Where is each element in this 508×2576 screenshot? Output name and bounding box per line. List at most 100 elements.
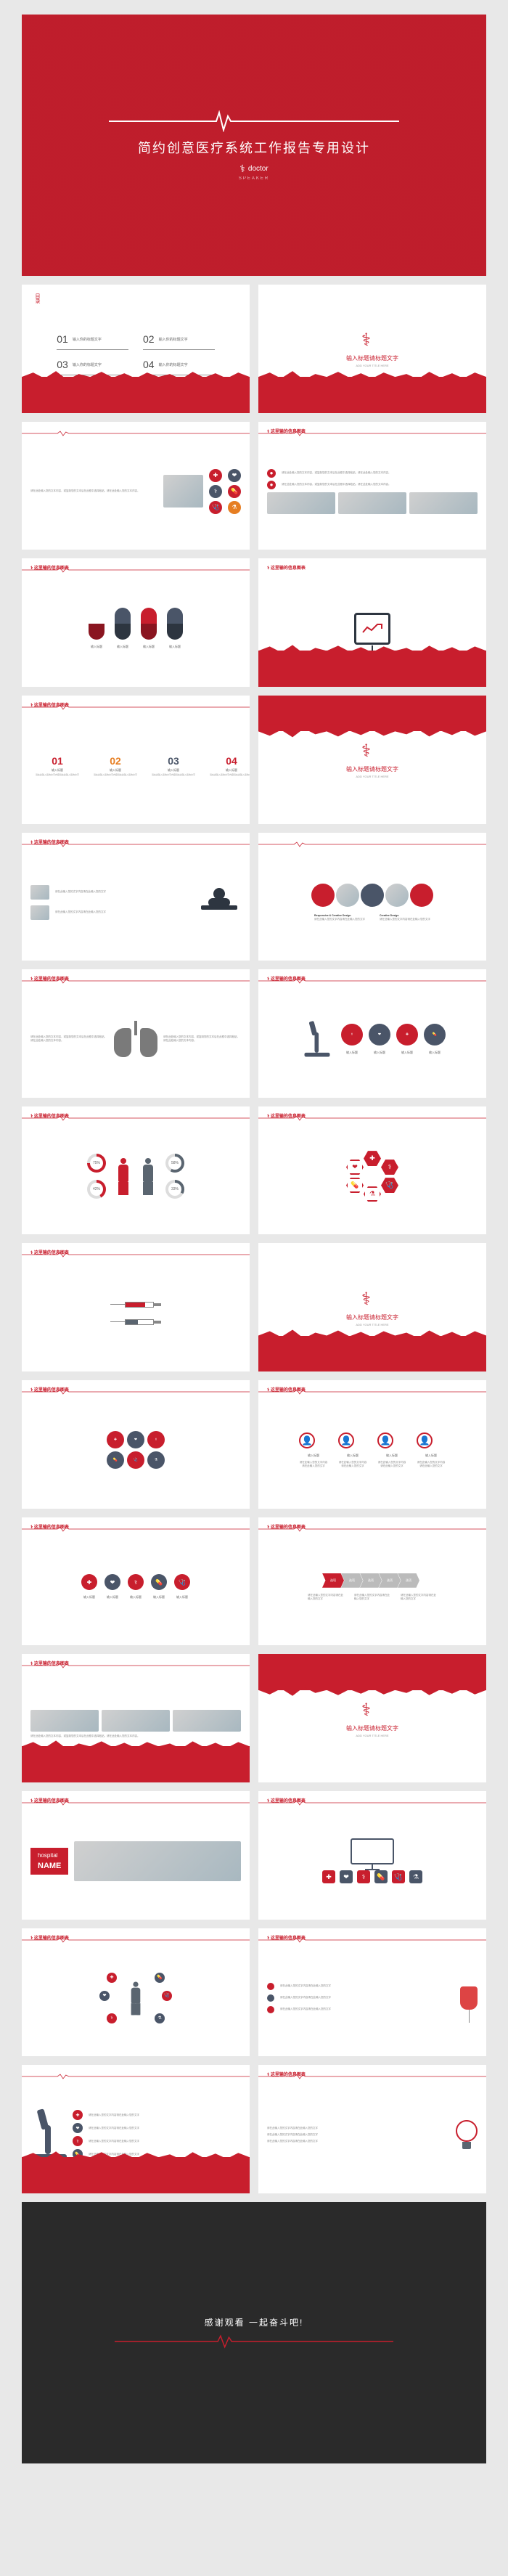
photo [409,492,478,514]
dot-icon: ⚗ [155,2013,165,2023]
presentation-icon [354,613,390,645]
body-icon [141,1158,155,1194]
donut-chart [165,1180,184,1199]
hex-icon: ⚕ [381,1159,398,1175]
section-title: 输入标题请标题文字 [346,1724,398,1732]
circle-photo [385,884,409,907]
gear-icon: 💊 [151,1574,167,1590]
ekg-strip [22,704,250,710]
slide-capsules: 这里输的信息图表 输入标题 输入标题 输入标题 输入标题 [22,558,250,687]
section-title: 输入标题请标题文字 [346,1313,398,1321]
num-col: 04输入标题请在此输入您的文字内容请在此输入您的文字 [205,755,250,776]
text-block: 请在此处输入您的文本内容，或复制您的文本后在此框中选择粘贴。请在此处输入您的文本… [282,483,478,486]
cover-title: 简约创意医疗系统工作报告专用设计 [138,138,370,157]
ekg-strip [22,1115,250,1121]
hex-icon: 💊 [346,1178,364,1193]
ekg-strip [258,978,486,984]
photo [30,905,49,920]
sq-icon: 🩺 [392,1870,405,1883]
chevron-row: 选项 选项 选项 选项 选项 [325,1573,419,1588]
avatar-icon: 👤 [377,1432,393,1448]
slide-two-items: 这里输的信息图表 ●请在此处输入您的文本内容，或复制您的文本后在此框中选择粘贴。… [258,422,486,550]
section-sub: ADD YOUR TITLE HERE [356,1323,388,1326]
ekg-strip [258,1115,486,1121]
circle-icon [410,884,433,907]
ekg-icon [115,2334,393,2349]
circle-icon [361,884,384,907]
slide-microscope: 这里输的信息图表 ⚕输入标题 ❤输入标题 ✚输入标题 💊输入标题 [258,969,486,1098]
section-divider: ⚕ 输入标题请标题文字 ADD YOUR TITLE HERE [258,696,486,824]
dot-icon: 🩺 [209,501,222,514]
avatar-icon: 👤 [338,1432,354,1448]
toc-slide: 目录 01输入你的标题文字 02输入你的标题文字 03输入你的标题文字 04输入… [22,285,250,413]
slide-bulb: 这里输的信息图表 请在此输入您的文字内容请在此输入您的文字 请在此输入您的文字内… [258,2065,486,2193]
dot-icon: ⚗ [228,501,241,514]
ekg-strip [22,1526,250,1532]
bullet-icon [267,1994,274,2002]
cover-slide: 简约创意医疗系统工作报告专用设计 doctor SPEAKER [22,15,486,276]
dot-icon: ❤ [228,469,241,482]
dot-icon: 💊 [155,1973,165,1983]
hex-icon: ✚ [364,1151,381,1166]
photo [30,885,49,900]
ekg-strip [258,841,486,847]
ekg-strip [258,1937,486,1943]
circle-icon: ⚕ [341,1024,363,1046]
ekg-strip [258,1389,486,1395]
donut-chart [87,1154,106,1173]
hex-icon: 🩺 [381,1178,398,1193]
circle-icon: ❤ [369,1024,390,1046]
circle-photo [336,884,359,907]
doctor-photo [163,475,203,508]
bullet-icon: ● [267,481,276,489]
syringe-icon [110,1301,161,1308]
section-title: 输入标题请标题文字 [346,765,398,773]
hex-icon: ❤ [346,1159,364,1175]
capsule-icon [89,608,105,640]
text-block: 请在此处输入您的文本内容，或复制您的文本后在此框中选择粘贴。请在此处输入您的文本… [282,471,478,475]
red-wave [22,2157,250,2193]
sq-icon: 💊 [374,1870,388,1883]
circle-icon: ⚕ [147,1431,165,1448]
num-col: 03输入标题请在此输入您的文字内容请在此输入您的文字 [147,755,200,776]
slide-numbers: 这里输的信息图表 01输入标题请在此输入您的文字内容请在此输入您的文字 02输入… [22,696,250,824]
dot-icon: ❤ [99,1991,110,2001]
slide-donuts-body: 这里输的信息图表 [22,1106,250,1235]
toc-item: 03输入你的标题文字 [57,359,128,375]
patient-bed-icon [197,888,241,917]
toc-grid: 01输入你的标题文字 02输入你的标题文字 03输入你的标题文字 04输入你的标… [57,333,215,375]
ekg-strip [22,1800,250,1806]
section-divider: ⚕ 输入标题请标题文字 ADD YOUR TITLE HERE [258,1243,486,1371]
sq-icon: ⚕ [357,1870,370,1883]
gear-icon: ❤ [105,1574,120,1590]
dot-icon: ⚕ [209,485,222,498]
slide-microscope-big: ✚请在此输入您的文字内容请在此输入您的文字 ❤请在此输入您的文字内容请在此输入您… [22,2065,250,2193]
slide-title: 这里输的信息图表 [267,564,306,571]
toc-item: 01输入你的标题文字 [57,333,128,350]
hospital-badge: hospital NAME [30,1848,68,1875]
section-sub: ADD YOUR TITLE HERE [356,775,388,778]
microscope-icon [30,2109,67,2160]
section-divider: ⚕ 输入标题请标题文字 ADD YOUR TITLE HERE [258,1654,486,1782]
capsule-icon [115,608,131,640]
ekg-strip [22,2074,250,2079]
slide-syringes: 这里输的信息图表 [22,1243,250,1371]
ekg-strip [22,1663,250,1668]
dot-icon: ✚ [107,1973,117,1983]
slide-chevrons: 这里输的信息图表 选项 选项 选项 选项 选项 请在此输入您的文字内容请在此输入… [258,1517,486,1646]
slide-body-radial: 这里输的信息图表 ✚ ❤ ⚕ 💊 🩺 ⚗ [22,1928,250,2057]
section-title: 输入标题请标题文字 [346,354,398,362]
slide-doctor: 请在此处输入您的文本内容，或复制您的文本后在此框中选择粘贴。请在此处输入您的文本… [22,422,250,550]
red-wave [258,1654,486,1690]
slide-lungs: 这里输的信息图表 请在此处输入您的文本内容，或复制您的文本后在此框中选择粘贴。请… [22,969,250,1098]
ekg-strip [22,1937,250,1943]
dot-icon: ❤ [73,2123,83,2133]
photo [173,1710,241,1732]
ekg-strip [22,1252,250,1258]
capsule-icon [141,608,157,640]
footer-text: 感谢观看 一起奋斗吧! [205,2316,304,2328]
dot-icon: 🩺 [162,1991,172,2001]
circle-icon: ✚ [107,1431,124,1448]
slide-gears: 这里输的信息图表 ✚输入标题 ❤输入标题 ⚕输入标题 💊输入标题 🩺输入标题 [22,1517,250,1646]
stethoscope-icon: ⚕ [361,330,383,351]
